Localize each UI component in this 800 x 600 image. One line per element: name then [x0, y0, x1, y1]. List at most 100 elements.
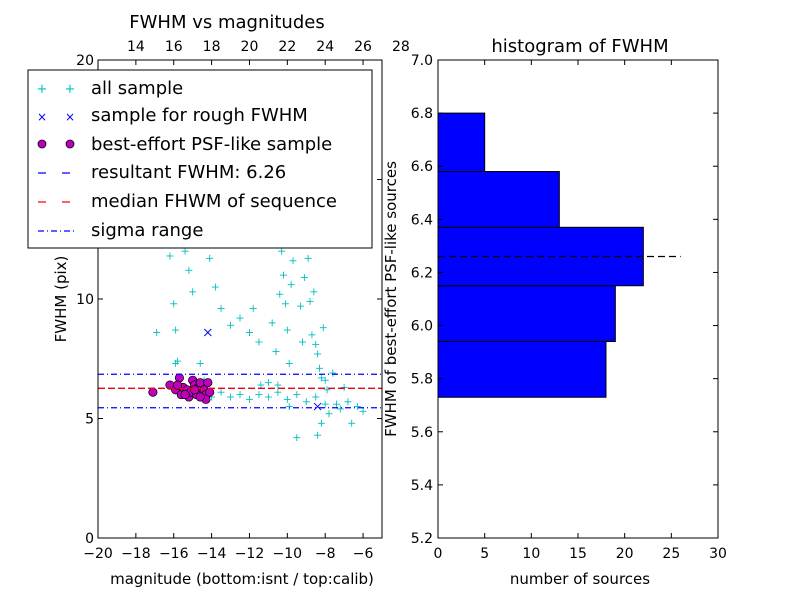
scatter-point-x [313, 402, 322, 411]
legend-label: resultant FWHM: 6.26 [91, 162, 286, 183]
scatter-point-plus [280, 271, 288, 279]
scatter-point-plus [196, 360, 204, 368]
scatter-point-plus [274, 388, 282, 396]
scatter-point-plus [317, 374, 325, 382]
x-tick-label: 15 [569, 546, 587, 562]
scatter-point-plus [245, 395, 253, 403]
top-x-tick-label: 22 [278, 39, 296, 55]
top-x-tick-label: 24 [316, 39, 334, 55]
scatter-plot-fwhm-vs-magnitudes: −20 −18 −16 −14 −12 −10 −8 −6 14 16 18 20 22 24 26 28 0 5… [27, 12, 410, 588]
scatter-point-plus [274, 381, 282, 389]
y-tick-label: 5 [85, 412, 94, 428]
histogram-bar [437, 340, 607, 398]
top-x-tick-label: 26 [354, 39, 372, 55]
legend-entry-sigma-range: sigma range [38, 220, 203, 241]
scatter-point-plus [323, 386, 331, 394]
scatter-point-plus [325, 410, 333, 418]
y-tick-label: 6.2 [411, 265, 433, 281]
legend-circle-marker [65, 139, 75, 149]
scatter-point-plus [245, 328, 253, 336]
scatter-point-circle [180, 390, 190, 400]
y-tick-label: 5.4 [411, 478, 433, 494]
scatter-point-plus [189, 288, 197, 296]
x-tick-label: −14 [197, 546, 227, 562]
scatter-point-plus [264, 393, 272, 401]
scatter-point-plus [172, 360, 180, 368]
x-tick-label: 0 [434, 546, 443, 562]
scatter-point-plus [321, 376, 329, 384]
histogram-plot: 0 5 10 15 20 25 30 5.2 5.4 5.6 5.8 6.0 6.2 6.4 6.6 6.8 7… [382, 36, 727, 588]
scatter-point-plus [211, 283, 219, 291]
y-tick-label: 6.6 [411, 159, 433, 175]
histogram-bar [437, 112, 486, 173]
scatter-point-plus [172, 326, 180, 334]
top-x-tick-label: 20 [241, 39, 259, 55]
scatter-point-circle [172, 380, 183, 390]
legend-label: all sample [91, 78, 183, 99]
scatter-point-plus [302, 398, 310, 406]
scatter-point-plus [293, 391, 301, 399]
y-tick-label: 7.0 [411, 53, 433, 69]
scatter-point-plus [281, 300, 289, 308]
scatter-point-plus [321, 400, 329, 408]
legend-plus-marker: + [65, 82, 76, 97]
scatter-point-plus [276, 290, 284, 298]
scatter-point-plus [170, 300, 178, 308]
scatter-point-plus [217, 388, 225, 396]
histogram-bar [437, 171, 560, 228]
scatter-point-plus [283, 326, 291, 334]
scatter-point-plus [336, 405, 344, 413]
legend-x-marker: × [65, 110, 75, 124]
scatter-point-plus [353, 403, 361, 411]
scatter-point-plus [227, 321, 235, 329]
scatter-point-plus [236, 314, 244, 322]
histogram-title: histogram of FWHM [491, 36, 668, 57]
y-tick-label: 5.6 [411, 425, 433, 441]
scatter-point-plus [227, 393, 235, 401]
scatter-point-plus [348, 419, 356, 427]
histogram-xlabel: number of sources [510, 570, 650, 588]
scatter-point-plus [333, 400, 341, 408]
scatter-ylabel: FWHM (pix) [52, 256, 70, 343]
scatter-point-x [203, 328, 212, 337]
y-tick-label: 5.2 [411, 531, 433, 547]
histogram-ylabel: FWHM of best-effort PSF-like sources [382, 161, 400, 437]
x-tick-label: −6 [353, 546, 374, 562]
x-tick-label: −10 [273, 546, 303, 562]
scatter-point-plus [312, 340, 320, 348]
scatter-point-plus [153, 328, 161, 336]
histogram-bar [437, 285, 616, 342]
top-x-tick-label: 14 [127, 39, 145, 55]
scatter-point-plus [344, 398, 352, 406]
scatter-point-plus [310, 288, 318, 296]
scatter-point-plus [285, 360, 293, 368]
scatter-point-plus [316, 364, 324, 372]
scatter-point-plus [181, 247, 189, 255]
x-tick-label: −12 [235, 546, 265, 562]
legend-label: best-effort PSF-like sample [91, 134, 332, 155]
scatter-point-plus [272, 348, 280, 356]
legend-entry-psf-sample: best-effort PSF-like sample [37, 134, 332, 155]
legend-label: median FHWM of sequence [91, 191, 337, 212]
scatter-point-circle [203, 378, 213, 388]
scatter-point-plus [255, 338, 263, 346]
scatter-point-plus [185, 266, 193, 274]
x-tick-label: 10 [522, 546, 540, 562]
y-tick-label: 6.8 [411, 106, 433, 122]
scatter-point-plus [287, 281, 295, 289]
x-tick-label: −16 [159, 546, 189, 562]
scatter-point-plus [298, 338, 306, 346]
x-tick-label: 30 [709, 546, 727, 562]
x-tick-label: 20 [616, 546, 634, 562]
legend-label: sigma range [91, 220, 203, 241]
legend-label: sample for rough FWHM [91, 105, 308, 126]
legend-box [27, 69, 373, 249]
y-tick-label: 6.4 [411, 212, 433, 228]
y-tick-label: 0 [85, 531, 94, 547]
legend-entry-all-sample: + + all sample [37, 78, 184, 99]
x-tick-label: −18 [121, 546, 151, 562]
histogram-axis-ticks: 0 5 10 15 20 25 30 5.2 5.4 5.6 5.8 6.0 6.2 6.4 6.6 6.8 7… [411, 53, 727, 562]
scatter-point-plus [293, 434, 301, 442]
scatter-point-plus [249, 305, 257, 313]
